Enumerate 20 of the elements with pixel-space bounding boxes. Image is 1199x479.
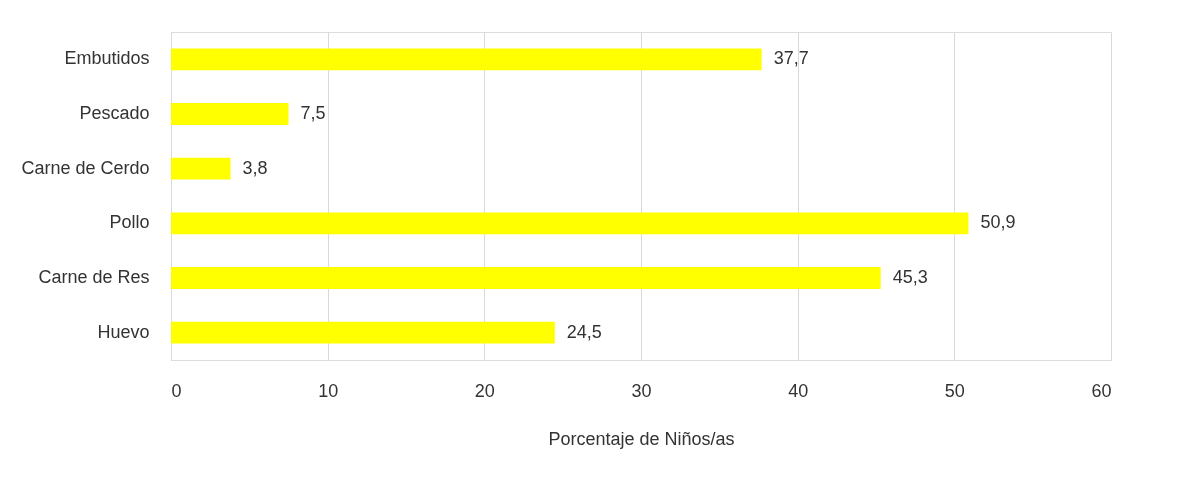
- y-tick-label: Carne de Res: [38, 267, 150, 287]
- data-label: 45,3: [892, 267, 928, 287]
- data-label: 7,5: [300, 103, 326, 123]
- y-tick-label: Carne de Cerdo: [21, 157, 150, 178]
- y-tick-label: Pescado: [79, 103, 150, 123]
- x-tick-label: 40: [788, 380, 809, 401]
- y-tick-label: Pollo: [109, 212, 150, 233]
- x-tick-label: 20: [474, 380, 495, 401]
- x-tick-label: 50: [944, 380, 965, 401]
- data-label: 50,9: [980, 212, 1016, 233]
- data-label: 3,8: [242, 157, 268, 178]
- x-tick-label: 30: [631, 380, 652, 401]
- y-tick-label: Huevo: [97, 321, 150, 342]
- x-tick-label: 0: [171, 380, 182, 401]
- data-label: 37,7: [773, 48, 809, 69]
- data-label: 24,5: [566, 321, 602, 342]
- x-tick-label: 10: [318, 380, 339, 401]
- y-tick-label: Embutidos: [64, 48, 150, 69]
- x-tick-label: 60: [1091, 380, 1112, 401]
- x-axis-title: Porcentaje de Niños/as: [548, 428, 735, 449]
